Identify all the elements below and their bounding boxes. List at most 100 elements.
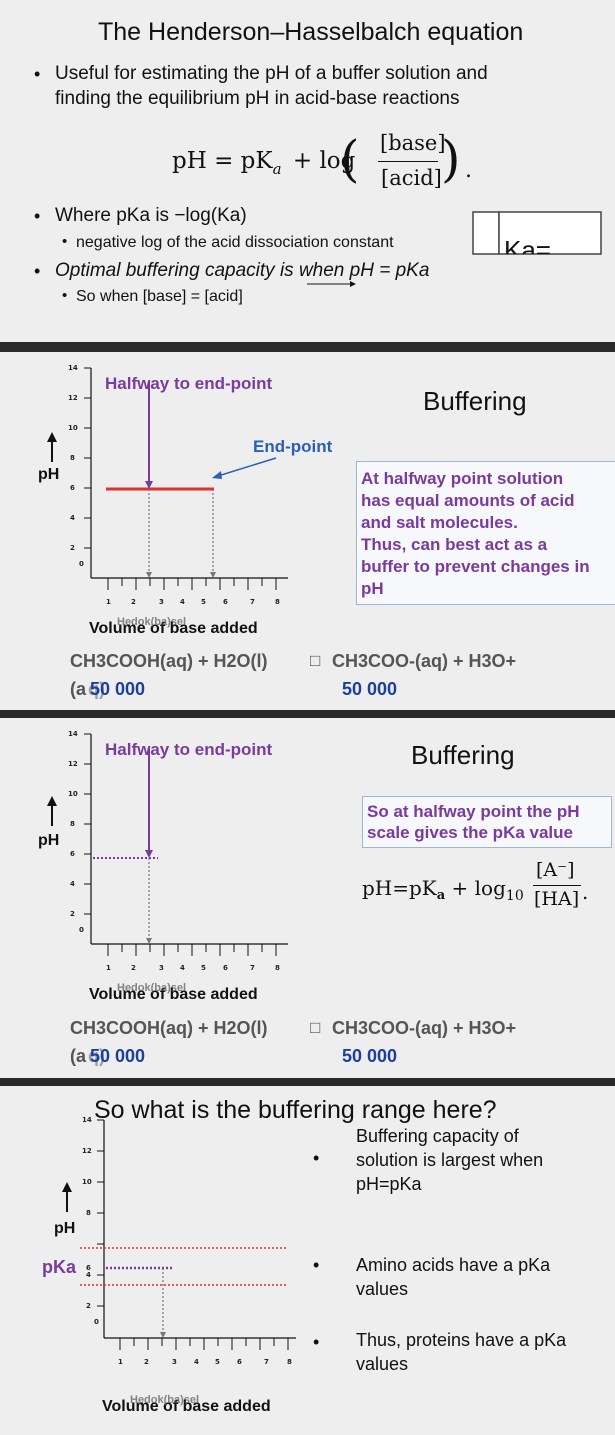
- x-axis-label: Volume of base added: [102, 1398, 271, 1415]
- y-tick: 14: [68, 730, 78, 738]
- x-tick: 8: [275, 598, 280, 606]
- x-axis-label-overlap: Hedok(ba)sel: [117, 616, 187, 628]
- y-tick: 8: [86, 1209, 91, 1217]
- equation-log: + log: [451, 876, 506, 900]
- under-left-prefix: (a: [70, 679, 87, 699]
- sub-bullet-text: negative log of the acid dissociation co…: [76, 234, 394, 251]
- bullet-text: Amino acids have a pKa values: [356, 1253, 550, 1301]
- fraction-bar: [533, 885, 581, 886]
- x-tick: 4: [194, 1358, 199, 1366]
- y-tick: 0: [79, 926, 84, 934]
- hh-equation-log10: pH=pKa + log10: [362, 876, 524, 904]
- equation-lhs: pH=pK: [362, 876, 437, 900]
- y-tick: 2: [70, 910, 75, 918]
- fraction-bar: [378, 161, 438, 162]
- bullet-dot: •: [34, 64, 41, 84]
- bullet-line: pH=pKa: [356, 1174, 422, 1194]
- halfway-label: Halfway to end-point: [105, 374, 273, 393]
- box-line: At halfway point solution: [361, 469, 564, 488]
- under-right-value: 50 000: [342, 1046, 398, 1066]
- y-tick: 12: [68, 394, 78, 402]
- bullet-line: solution is largest when: [356, 1150, 544, 1170]
- reaction-arrow-glyph: □: [310, 1018, 321, 1037]
- reaction-left: CH3COOH(aq) + H2O(l): [70, 1018, 268, 1038]
- x-tick: 1: [106, 598, 111, 606]
- box-line: pH: [361, 579, 384, 598]
- x-axis-label: Volume of base added: [89, 986, 258, 1003]
- slide-buffering-1: 14 12 10 8 6 4 2 0 1 2 3 4 5 6 7 8 pH Vo…: [0, 352, 615, 710]
- slide-buffering-2: 14 12 10 8 6 4 2 0 1 2 3 4 5 6 7 8 pH Vo…: [0, 718, 615, 1078]
- equation-sub: a: [272, 160, 282, 178]
- x-tick: 8: [275, 964, 280, 972]
- x-tick: 1: [106, 964, 111, 972]
- equation-denominator: [acid]: [381, 166, 442, 190]
- sub-bullet-text: So when [base] = [acid]: [76, 288, 243, 305]
- slide-title: Buffering: [411, 740, 515, 770]
- y-tick: 6: [70, 484, 75, 492]
- y-tick: 0: [94, 1318, 99, 1326]
- box-line: buffer to prevent changes in: [361, 557, 590, 576]
- left-paren: (: [340, 130, 360, 188]
- bullet-dot: •: [313, 1148, 320, 1168]
- bullet-line: Amino acids have a pKa: [356, 1255, 551, 1275]
- under-left-value: 50 000: [90, 679, 146, 699]
- y-tick: 10: [68, 424, 78, 432]
- x-tick: 7: [250, 964, 255, 972]
- explanation-box: So at halfway point the pH scale gives t…: [362, 796, 612, 848]
- y-axis-label: pH: [54, 1220, 76, 1237]
- y-tick: 12: [68, 760, 78, 768]
- y-tick: 6: [86, 1264, 91, 1272]
- x-tick: 3: [159, 598, 164, 606]
- y-tick: 14: [68, 364, 78, 372]
- slide-title: The Henderson–Hasselbalch equation: [98, 18, 524, 46]
- bullet-dot: •: [313, 1332, 320, 1352]
- bullet-text: Optimal buffering capacity is when pH = …: [55, 260, 430, 281]
- pka-label: pKa: [42, 1257, 77, 1277]
- y-tick: 0: [79, 560, 84, 568]
- y-tick: 2: [70, 544, 75, 552]
- box-line: So at halfway point the pH: [367, 802, 580, 821]
- under-right-value: 50 000: [342, 679, 398, 699]
- x-tick: 3: [172, 1358, 177, 1366]
- y-tick: 6: [70, 850, 75, 858]
- x-tick: 6: [223, 598, 228, 606]
- right-paren: ): [441, 130, 461, 188]
- x-tick: 4: [180, 964, 185, 972]
- bullet-line: values: [356, 1354, 409, 1374]
- sub-bullet-dot: •: [62, 287, 68, 304]
- box-line: and salt molecules.: [361, 513, 518, 532]
- titration-curve-graph: [47, 733, 288, 956]
- y-tick: 10: [82, 1178, 92, 1186]
- bullet-dot: •: [313, 1255, 320, 1275]
- sub-bullet-dot: •: [62, 233, 68, 250]
- slide-title: So what is the buffering range here?: [94, 1096, 497, 1124]
- y-axis-label: pH: [38, 832, 60, 849]
- ka-fragment: Ka=: [504, 235, 551, 254]
- bullet-dot: •: [34, 206, 41, 226]
- under-left-prefix: (a: [70, 1046, 87, 1066]
- reaction-arrow-glyph: □: [310, 651, 321, 670]
- bullet-text: Buffering capacity of solution is larges…: [356, 1124, 543, 1196]
- x-axis-label-overlap: Hedok(ba)sel: [117, 982, 187, 994]
- y-tick: 2: [86, 1302, 91, 1310]
- bullet-line: Thus, proteins have a pKa: [356, 1330, 567, 1350]
- y-tick: 4: [70, 514, 75, 522]
- y-tick: 8: [70, 820, 75, 828]
- bullet-text: Thus, proteins have a pKa values: [356, 1328, 566, 1376]
- explanation-box: At halfway point solution has equal amou…: [356, 461, 615, 605]
- box-line: Thus, can best act as a: [361, 535, 548, 554]
- x-tick: 3: [159, 964, 164, 972]
- equation-log-sub: 10: [505, 888, 524, 904]
- equation-sub: a: [436, 888, 446, 903]
- x-tick: 2: [131, 964, 136, 972]
- x-tick: 5: [201, 964, 206, 972]
- x-tick: 2: [144, 1358, 149, 1366]
- hh-equation: pH = pKa + log: [172, 148, 355, 178]
- under-left-value: 50 000: [90, 1046, 146, 1066]
- titration-curve-graph: [47, 367, 288, 590]
- bullet-text: Where pKa is −log(Ka): [55, 205, 247, 226]
- slide-buffering-range: So what is the buffering range here? 14 …: [0, 1086, 615, 1435]
- box-line: scale gives the pKa value: [367, 823, 573, 842]
- y-axis-label: pH: [38, 466, 60, 483]
- x-tick: 5: [201, 598, 206, 606]
